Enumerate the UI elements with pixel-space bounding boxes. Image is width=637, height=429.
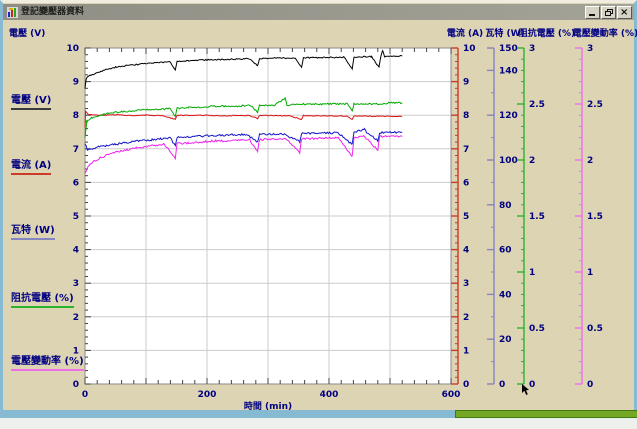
svg-text:1.5: 1.5 <box>587 212 603 222</box>
client-area: 0123456789100200400600012345678910020406… <box>3 20 634 410</box>
legend-item-current: 電流 (A) <box>11 156 51 175</box>
right-axis-header-regulation: 電壓變動率 (%) <box>571 26 637 39</box>
svg-text:2: 2 <box>73 313 79 323</box>
svg-text:1: 1 <box>463 346 469 356</box>
svg-text:2: 2 <box>529 156 535 166</box>
svg-text:2: 2 <box>587 156 593 166</box>
svg-text:6: 6 <box>463 178 469 188</box>
svg-text:600: 600 <box>442 390 461 400</box>
svg-text:2.5: 2.5 <box>529 100 545 110</box>
legend-item-impedance: 阻抗電壓 (%) <box>11 289 74 308</box>
svg-text:20: 20 <box>499 335 512 345</box>
svg-text:4: 4 <box>463 246 469 256</box>
svg-text:120: 120 <box>499 111 518 121</box>
svg-text:9: 9 <box>73 78 79 88</box>
svg-text:3: 3 <box>463 279 469 289</box>
svg-text:3: 3 <box>73 279 79 289</box>
svg-text:3: 3 <box>529 44 535 54</box>
svg-text:100: 100 <box>499 156 518 166</box>
transformer-data-chart: 0123456789100200400600012345678910020406… <box>3 20 637 421</box>
left-axis-header: 電壓 (V) <box>9 26 45 39</box>
window-title: 登記變壓器資料 <box>21 4 584 20</box>
svg-text:7: 7 <box>463 145 469 155</box>
close-button[interactable]: × <box>617 6 632 19</box>
svg-text:0: 0 <box>82 390 88 400</box>
svg-text:1: 1 <box>529 268 535 278</box>
svg-text:40: 40 <box>499 290 512 300</box>
svg-text:6: 6 <box>73 178 79 188</box>
svg-text:7: 7 <box>73 145 79 155</box>
svg-text:5: 5 <box>463 212 469 222</box>
svg-text:10: 10 <box>66 44 79 54</box>
titlebar[interactable]: 登記變壓器資料 × <box>3 4 634 20</box>
app-window: 登記變壓器資料 × 012345678910020040060001234567… <box>0 0 637 418</box>
svg-text:2.5: 2.5 <box>587 100 603 110</box>
svg-text:0: 0 <box>73 380 79 390</box>
bottom-progress-bar <box>455 410 637 418</box>
legend-item-voltage: 電壓 (V) <box>11 91 51 110</box>
svg-text:2: 2 <box>463 313 469 323</box>
legend-item-regulation: 電壓變動率 (%) <box>11 352 84 371</box>
app-icon <box>7 7 18 18</box>
svg-text:10: 10 <box>463 44 476 54</box>
svg-text:60: 60 <box>499 246 512 256</box>
svg-text:3: 3 <box>587 44 593 54</box>
svg-text:1.5: 1.5 <box>529 212 545 222</box>
svg-text:5: 5 <box>73 212 79 222</box>
svg-text:1: 1 <box>587 268 593 278</box>
svg-text:0: 0 <box>463 380 469 390</box>
mouse-cursor <box>521 384 530 396</box>
svg-text:9: 9 <box>463 78 469 88</box>
right-axis-header-current: 電流 (A) <box>441 26 489 39</box>
svg-text:0: 0 <box>587 380 593 390</box>
minimize-icon <box>589 14 595 16</box>
close-icon: × <box>620 7 628 19</box>
svg-text:4: 4 <box>73 246 79 256</box>
svg-text:8: 8 <box>73 111 79 121</box>
svg-text:0.5: 0.5 <box>587 324 603 334</box>
svg-text:80: 80 <box>499 201 512 211</box>
svg-text:8: 8 <box>463 111 469 121</box>
svg-text:0: 0 <box>499 380 505 390</box>
restore-button[interactable] <box>601 6 616 19</box>
svg-text:0.5: 0.5 <box>529 324 545 334</box>
desktop: 登記變壓器資料 × 012345678910020040060001234567… <box>0 0 637 429</box>
minimize-button[interactable] <box>585 6 600 19</box>
chart-canvas: 0123456789100200400600012345678910020406… <box>3 20 637 421</box>
legend-item-watt: 瓦特 (W) <box>11 221 55 240</box>
svg-text:140: 140 <box>499 66 518 76</box>
svg-text:150: 150 <box>499 44 518 54</box>
